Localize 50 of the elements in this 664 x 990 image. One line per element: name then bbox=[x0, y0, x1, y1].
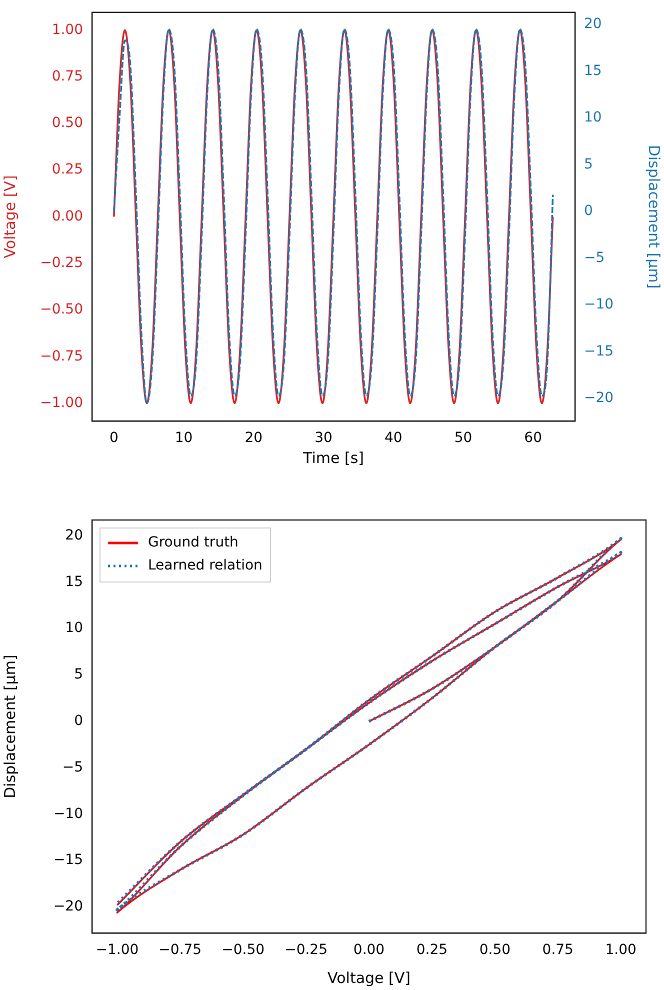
y-axis-title: Displacement [μm] bbox=[0, 654, 19, 798]
y-tick-label: 15 bbox=[65, 574, 83, 590]
y-tick-label: 0.75 bbox=[52, 68, 83, 84]
x-tick-label: −0.25 bbox=[284, 942, 328, 958]
y-tick-label: −0.25 bbox=[40, 254, 83, 271]
x-tick-label: 60 bbox=[524, 430, 542, 446]
y-tick-label: −15 bbox=[53, 852, 83, 868]
y-tick-label: −0.50 bbox=[40, 302, 83, 318]
y2-tick-label: −10 bbox=[584, 296, 614, 313]
y-tick-label: −0.75 bbox=[40, 348, 83, 364]
y-tick-label: −5 bbox=[62, 759, 83, 776]
x-tick-label: 0.25 bbox=[416, 942, 448, 958]
y-tick-label: 0.50 bbox=[52, 115, 83, 132]
x-tick-label: 1.00 bbox=[605, 942, 636, 958]
x-axis-title: Time [s] bbox=[302, 448, 364, 467]
y2-tick-label: 5 bbox=[584, 156, 593, 172]
x-tick-label: 10 bbox=[174, 430, 193, 446]
y-tick-label: −20 bbox=[53, 898, 83, 915]
x-tick-label: 40 bbox=[384, 430, 402, 446]
legend-label: Ground truth bbox=[148, 534, 238, 551]
x-tick-label: −0.75 bbox=[158, 942, 202, 958]
y2-tick-label: 15 bbox=[584, 62, 602, 79]
x-tick-label: 0.75 bbox=[542, 942, 574, 958]
y-tick-label: 0 bbox=[74, 713, 83, 730]
x-tick-label: 0 bbox=[109, 430, 118, 446]
y-tick-label: 10 bbox=[65, 620, 83, 636]
x-tick-label: 0.50 bbox=[479, 942, 510, 958]
x-tick-label: −0.50 bbox=[222, 942, 265, 958]
y2-tick-label: −15 bbox=[584, 343, 614, 360]
y2-axis-title: Displacement [μm] bbox=[645, 144, 664, 289]
y2-tick-label: 20 bbox=[584, 16, 602, 32]
y-tick-label: 20 bbox=[65, 527, 83, 544]
y2-tick-label: 0 bbox=[584, 203, 593, 220]
legend-label: Learned relation bbox=[148, 558, 262, 574]
y-tick-label: 1.00 bbox=[52, 22, 83, 38]
y-tick-label: −1.00 bbox=[40, 394, 83, 411]
y2-tick-label: −5 bbox=[584, 250, 605, 266]
y2-tick-label: −20 bbox=[584, 390, 614, 406]
x-tick-label: −1.00 bbox=[96, 942, 139, 958]
x-tick-label: 20 bbox=[244, 430, 263, 446]
x-tick-label: 50 bbox=[454, 430, 472, 446]
y-tick-label: −10 bbox=[53, 806, 83, 822]
y-tick-label: 0.25 bbox=[52, 162, 83, 178]
x-tick-label: 0.00 bbox=[353, 942, 385, 958]
x-tick-label: 30 bbox=[314, 430, 332, 446]
x-axis-title: Voltage [V] bbox=[328, 968, 410, 987]
y-tick-label: 0.00 bbox=[52, 208, 83, 224]
y2-tick-label: 10 bbox=[584, 110, 602, 126]
y-tick-label: 5 bbox=[74, 666, 83, 683]
y-axis-title: Voltage [V] bbox=[0, 175, 19, 258]
